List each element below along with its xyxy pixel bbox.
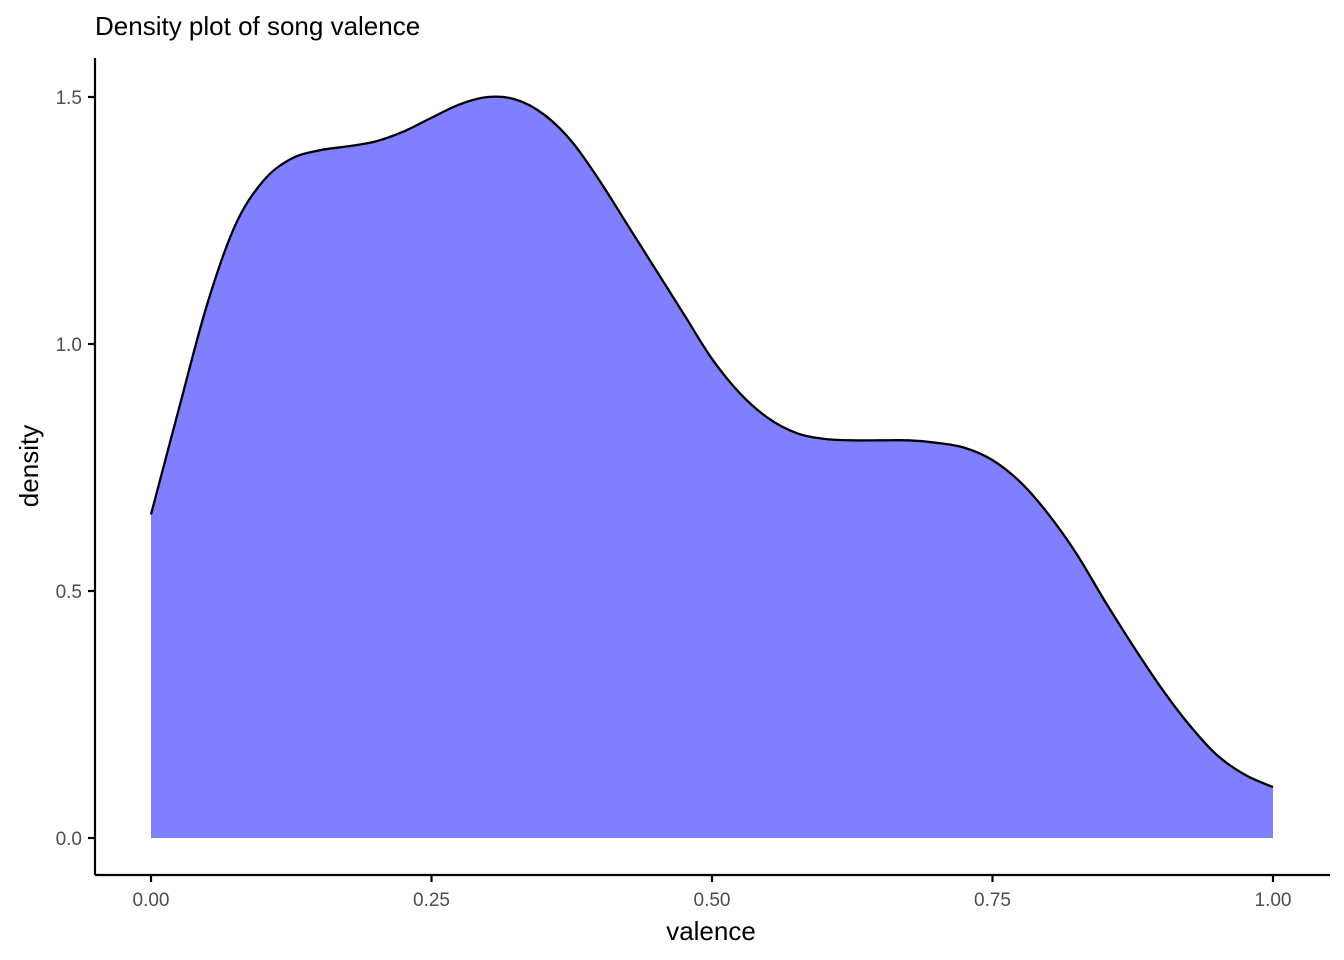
- y-tick-label: 0.5: [56, 582, 82, 603]
- x-tick-label: 0.75: [974, 890, 1011, 911]
- x-tick-label: 0.00: [133, 890, 170, 911]
- chart-title: Density plot of song valence: [95, 11, 420, 41]
- x-tick-label: 0.25: [413, 890, 450, 911]
- y-tick-label: 1.0: [56, 335, 82, 356]
- x-axis-ticks: 0.00 0.25 0.50 0.75 1.00: [133, 875, 1292, 911]
- y-tick-label: 0.0: [56, 829, 82, 850]
- y-axis-ticks: 0.0 0.5 1.0 1.5: [56, 88, 95, 850]
- y-tick-label: 1.5: [56, 88, 82, 109]
- plot-area: [149, 95, 1274, 838]
- x-tick-label: 0.50: [694, 890, 731, 911]
- density-curve: [149, 95, 1274, 789]
- y-axis-title: density: [14, 425, 44, 507]
- x-tick-label: 1.00: [1255, 890, 1292, 911]
- x-axis-title: valence: [666, 916, 756, 946]
- density-area: [151, 96, 1273, 838]
